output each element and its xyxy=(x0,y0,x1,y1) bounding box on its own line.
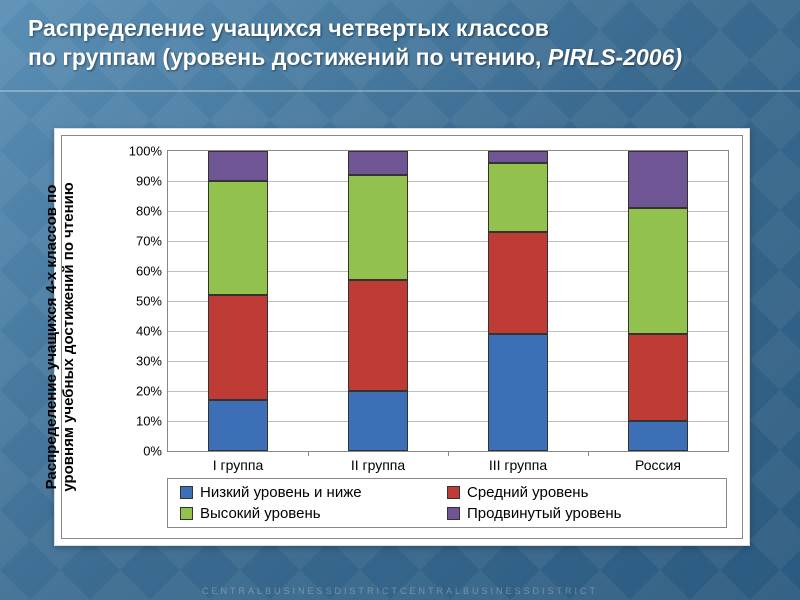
bar-group xyxy=(488,151,548,451)
bar-group xyxy=(208,151,268,451)
chart-panel: Распределение учащихся 4-х классов по ур… xyxy=(54,128,750,546)
legend-item: Продвинутый уровень xyxy=(447,505,714,522)
bar-segment xyxy=(488,232,548,334)
bar-segment xyxy=(488,151,548,163)
y-tick-label: 80% xyxy=(136,204,162,219)
bar-segment xyxy=(348,151,408,175)
bar-segment xyxy=(348,175,408,280)
title-line-2a: по группам (уровень достижений по чтению… xyxy=(28,44,548,70)
y-tick-label: 90% xyxy=(136,174,162,189)
x-category-label: III группа xyxy=(489,457,547,473)
y-tick-label: 40% xyxy=(136,324,162,339)
y-tick-label: 60% xyxy=(136,264,162,279)
legend-label: Низкий уровень и ниже xyxy=(200,484,362,501)
legend-swatch xyxy=(180,486,193,499)
title-line-2: по группам (уровень достижений по чтению… xyxy=(28,43,772,72)
title-line-1: Распределение учащихся четвертых классов xyxy=(28,14,772,43)
plot-area: 0%10%20%30%40%50%60%70%80%90%100%I групп… xyxy=(167,150,729,452)
x-tick-mark xyxy=(308,451,309,456)
bar-segment xyxy=(488,334,548,451)
y-tick-label: 70% xyxy=(136,234,162,249)
slide-title: Распределение учащихся четвертых классов… xyxy=(0,0,800,92)
bar-group xyxy=(348,151,408,451)
y-tick-label: 20% xyxy=(136,384,162,399)
bar-segment xyxy=(488,163,548,232)
legend-item: Высокий уровень xyxy=(180,505,447,522)
y-tick-label: 10% xyxy=(136,414,162,429)
x-tick-mark xyxy=(448,451,449,456)
x-category-label: II группа xyxy=(351,457,405,473)
footer-watermark: CENTRALBUSINESSDISTRICTCENTRALBUSINESSDI… xyxy=(0,586,800,596)
slide-root: Распределение учащихся четвертых классов… xyxy=(0,0,800,600)
x-category-label: Россия xyxy=(635,457,681,473)
legend-item: Низкий уровень и ниже xyxy=(180,484,447,501)
legend-label: Продвинутый уровень xyxy=(467,505,621,522)
legend-swatch xyxy=(447,507,460,520)
bar-segment xyxy=(348,280,408,391)
bar-segment xyxy=(348,391,408,451)
title-line-2b: PIRLS-2006) xyxy=(548,44,682,70)
bar-segment xyxy=(208,151,268,181)
bar-segment xyxy=(628,208,688,334)
bar-segment xyxy=(208,181,268,295)
y-axis-label: Распределение учащихся 4-х классов по ур… xyxy=(43,177,78,497)
y-tick-label: 30% xyxy=(136,354,162,369)
bar-segment xyxy=(208,400,268,451)
bar-segment xyxy=(628,421,688,451)
y-tick-label: 0% xyxy=(143,444,162,459)
legend-label: Высокий уровень xyxy=(200,505,321,522)
x-tick-mark xyxy=(588,451,589,456)
y-tick-label: 50% xyxy=(136,294,162,309)
bar-group xyxy=(628,151,688,451)
legend: Низкий уровень и ниже Средний уровень Высо… xyxy=(167,478,727,528)
legend-label: Средний уровень xyxy=(467,484,588,501)
chart-border: Распределение учащихся 4-х классов по ур… xyxy=(61,135,743,539)
legend-item: Средний уровень xyxy=(447,484,714,501)
legend-swatch xyxy=(447,486,460,499)
x-category-label: I группа xyxy=(213,457,263,473)
bar-segment xyxy=(628,334,688,421)
y-tick-label: 100% xyxy=(129,144,162,159)
bar-segment xyxy=(208,295,268,400)
legend-swatch xyxy=(180,507,193,520)
bar-segment xyxy=(628,151,688,208)
